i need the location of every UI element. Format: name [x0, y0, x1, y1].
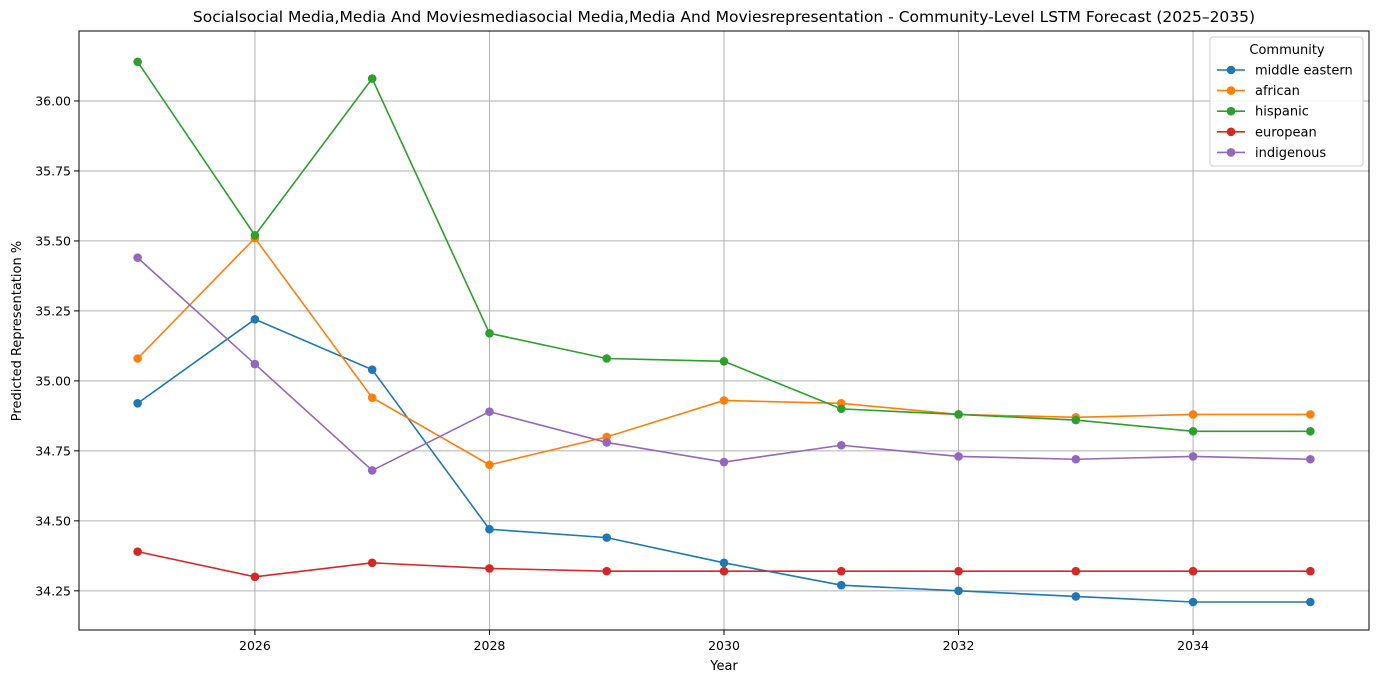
data-point — [367, 74, 377, 83]
data-point — [954, 410, 963, 419]
data-point — [133, 253, 142, 263]
x-tick-label: 2032 — [943, 638, 975, 653]
legend-swatch-marker — [1226, 86, 1236, 95]
data-point — [485, 564, 494, 573]
data-point — [719, 558, 729, 568]
legend-swatch-marker — [1226, 127, 1236, 137]
legend-box — [1209, 36, 1364, 167]
data-point — [485, 328, 494, 338]
legend-items: middle eastern african hispanic european ind… — [1217, 64, 1353, 161]
y-axis-ticks: 34.25 34.50 34.75 35.00 35.25 35.50 35.75 36.00 — [35, 93, 79, 598]
data-point — [602, 566, 612, 576]
data-point — [719, 457, 729, 467]
chart-title: Socialsocial Media,Media And Moviesmedia… — [193, 8, 1255, 26]
y-tick-label: 34.75 — [35, 443, 71, 458]
data-point — [133, 398, 142, 408]
data-point — [133, 57, 142, 67]
data-point — [836, 404, 846, 414]
series-indigenous — [133, 253, 1315, 475]
x-axis-ticks: 2026 2028 2030 2032 2034 — [239, 630, 1209, 653]
data-point — [133, 547, 142, 556]
legend-item: indigenous — [1217, 146, 1326, 161]
y-tick-label: 35.50 — [35, 233, 71, 248]
y-axis-label: Predicted Representation % — [10, 241, 25, 421]
data-point — [367, 558, 377, 568]
data-point — [602, 533, 612, 542]
legend-swatch-marker — [1226, 148, 1236, 157]
data-point — [602, 354, 612, 363]
y-tick-label: 35.25 — [35, 303, 71, 318]
data-point — [836, 580, 846, 590]
data-point — [367, 393, 377, 402]
series-european — [133, 547, 1315, 582]
data-point — [250, 315, 260, 324]
legend-item: european — [1217, 125, 1317, 140]
y-tick-label: 34.50 — [35, 513, 71, 528]
data-point — [250, 359, 260, 369]
legend-label: african — [1255, 84, 1300, 99]
legend-title: Community — [1249, 43, 1325, 58]
y-tick-label: 35.75 — [35, 163, 71, 178]
y-tick-label: 35.00 — [35, 373, 71, 388]
legend-item: hispanic — [1217, 105, 1309, 120]
series-layer — [133, 57, 1315, 607]
data-point — [485, 407, 494, 416]
data-point — [1071, 454, 1081, 464]
data-point — [1071, 415, 1081, 425]
data-point — [1306, 426, 1315, 436]
legend-label: european — [1255, 125, 1317, 140]
data-point — [1188, 410, 1198, 419]
data-point — [719, 566, 729, 576]
legend: Community middle eastern african hispanic e… — [1209, 36, 1364, 167]
data-point — [836, 566, 846, 576]
y-tick-label: 36.00 — [35, 93, 71, 108]
data-point — [719, 356, 729, 366]
data-point — [367, 466, 377, 475]
x-tick-label: 2034 — [1177, 638, 1209, 653]
legend-item: african — [1217, 84, 1300, 99]
data-point — [250, 231, 260, 240]
legend-swatch-marker — [1226, 65, 1236, 75]
x-tick-label: 2030 — [708, 638, 740, 653]
data-point — [1188, 566, 1198, 576]
x-tick-label: 2026 — [239, 638, 271, 653]
data-point — [1071, 566, 1081, 576]
data-point — [1188, 597, 1198, 607]
legend-label: middle eastern — [1255, 64, 1353, 79]
grid-lines — [79, 31, 1369, 630]
data-point — [1071, 592, 1081, 601]
series-middle-eastern — [133, 315, 1315, 607]
data-point — [1188, 452, 1198, 461]
data-point — [485, 460, 494, 470]
data-point — [250, 572, 260, 582]
data-point — [367, 365, 377, 374]
data-point — [954, 452, 963, 461]
legend-label: indigenous — [1255, 146, 1326, 161]
data-point — [836, 440, 846, 450]
x-axis-label: Year — [709, 659, 738, 674]
legend-swatch-marker — [1226, 106, 1236, 116]
data-point — [1188, 426, 1198, 436]
legend-label: hispanic — [1255, 105, 1309, 120]
data-point — [1306, 566, 1315, 576]
data-point — [954, 566, 963, 576]
data-point — [719, 396, 729, 405]
y-tick-label: 34.25 — [35, 583, 71, 598]
series-hispanic — [133, 57, 1315, 436]
data-point — [954, 586, 963, 596]
x-tick-label: 2028 — [474, 638, 506, 653]
data-point — [1306, 454, 1315, 464]
data-point — [602, 438, 612, 447]
data-point — [1306, 597, 1315, 607]
data-point — [485, 524, 494, 534]
legend-item: middle eastern — [1217, 64, 1353, 79]
data-point — [133, 354, 142, 363]
data-point — [1306, 410, 1315, 419]
